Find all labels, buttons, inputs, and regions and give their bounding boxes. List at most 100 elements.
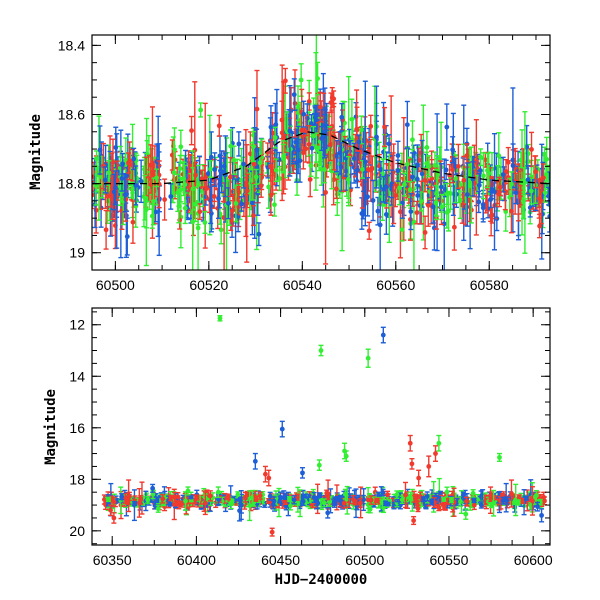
bottom-blue-point bbox=[380, 326, 386, 344]
top-red-point bbox=[317, 91, 323, 123]
top-green-point bbox=[433, 184, 439, 221]
top-blue-point bbox=[404, 100, 410, 149]
top-blue-point bbox=[111, 173, 117, 211]
top-red-point bbox=[258, 173, 264, 198]
top-green-point bbox=[345, 155, 351, 204]
top-red-point bbox=[303, 134, 309, 163]
top-green-point bbox=[508, 171, 514, 197]
top-green-point bbox=[313, 132, 319, 163]
top-green-point bbox=[198, 102, 204, 118]
top-red-point bbox=[451, 203, 457, 251]
top-green-point bbox=[484, 152, 490, 189]
top-green-point bbox=[208, 160, 214, 178]
top-green-point bbox=[150, 177, 156, 226]
top-green-point bbox=[446, 190, 452, 232]
bottom-green-point bbox=[215, 486, 221, 499]
bottom-blue-point bbox=[237, 499, 243, 522]
bottom-red-point bbox=[207, 490, 213, 502]
bottom-green-point bbox=[185, 486, 191, 496]
bottom-red-point bbox=[266, 469, 272, 487]
top-blue-point bbox=[443, 159, 449, 181]
top-red-point bbox=[505, 146, 511, 178]
top-x-tick-label: 60500 bbox=[96, 277, 135, 293]
bottom-red-point bbox=[262, 465, 268, 483]
bottom-x-tick-label: 60500 bbox=[345, 552, 384, 568]
top-green-point bbox=[190, 150, 196, 270]
bottom-red-point bbox=[168, 494, 174, 502]
top-blue-point bbox=[138, 159, 144, 204]
top-blue-point bbox=[408, 192, 414, 231]
top-blue-point bbox=[102, 166, 108, 194]
top-axis-ticks: 60500 60520 60540 60560 60580 18.4 18.6 18.8 19 bbox=[58, 35, 550, 293]
top-blue-point bbox=[119, 165, 125, 192]
bottom-blue-point bbox=[271, 496, 277, 507]
bottom-red-point bbox=[411, 490, 417, 503]
top-green-point bbox=[401, 172, 407, 197]
top-green-point bbox=[480, 152, 486, 200]
top-blue-point bbox=[386, 134, 392, 154]
top-green-point bbox=[308, 154, 314, 177]
top-green-point bbox=[418, 191, 424, 212]
top-red-point bbox=[518, 184, 524, 206]
top-red-point bbox=[488, 195, 494, 237]
bottom-red-point bbox=[407, 434, 413, 452]
top-red-point bbox=[392, 183, 398, 208]
top-y-tick-label: 19 bbox=[69, 245, 85, 261]
bottom-red-point bbox=[111, 512, 117, 524]
top-green-point bbox=[543, 159, 549, 190]
top-blue-point bbox=[297, 138, 303, 183]
top-blue-point bbox=[500, 156, 506, 193]
top-red-point bbox=[331, 90, 337, 108]
top-y-tick-label: 18.4 bbox=[58, 37, 85, 53]
bottom-red-point bbox=[451, 487, 457, 517]
bottom-y-tick-label: 20 bbox=[69, 523, 85, 539]
top-red-point bbox=[382, 106, 388, 148]
top-red-point bbox=[148, 144, 154, 187]
top-green-point bbox=[349, 98, 355, 140]
top-blue-point bbox=[287, 85, 293, 177]
bottom-green-point bbox=[441, 497, 447, 502]
top-red-point bbox=[307, 161, 313, 198]
top-blue-point bbox=[337, 131, 343, 175]
top-green-point bbox=[520, 183, 526, 220]
bottom-blue-point bbox=[429, 498, 435, 505]
bottom-green-point bbox=[399, 495, 405, 505]
top-blue-point bbox=[381, 176, 387, 203]
top-red-point bbox=[197, 203, 203, 221]
top-green-point bbox=[192, 186, 198, 223]
top-red-point bbox=[455, 143, 461, 189]
bottom-blue-point bbox=[380, 488, 386, 497]
bottom-green-point bbox=[463, 508, 469, 520]
top-red-point bbox=[199, 169, 205, 188]
top-blue-point bbox=[444, 103, 450, 151]
top-green-point bbox=[478, 148, 484, 167]
top-green-point bbox=[233, 184, 239, 223]
top-green-point bbox=[202, 211, 208, 234]
top-green-point bbox=[311, 125, 317, 146]
top-red-point bbox=[461, 155, 467, 205]
bottom-blue-point bbox=[383, 500, 389, 507]
bottom-y-tick-label: 12 bbox=[69, 317, 85, 333]
bottom-x-tick-label: 60550 bbox=[430, 552, 469, 568]
bottom-red-point bbox=[402, 481, 408, 509]
bottom-green-point bbox=[496, 452, 502, 462]
top-blue-point bbox=[97, 125, 103, 175]
top-red-point bbox=[114, 160, 120, 201]
top-green-point bbox=[432, 151, 438, 180]
top-green-point bbox=[426, 155, 432, 178]
bottom-data-layer bbox=[101, 315, 548, 537]
bottom-y-tick-label: 14 bbox=[69, 368, 85, 384]
bottom-blue-point bbox=[299, 467, 305, 479]
bottom-green-point bbox=[105, 496, 111, 503]
top-red-point bbox=[162, 178, 168, 221]
top-y-tick-label: 18.6 bbox=[58, 106, 85, 122]
top-green-point bbox=[176, 188, 182, 224]
top-blue-point bbox=[124, 217, 130, 256]
bottom-red-point bbox=[257, 491, 263, 500]
bottom-blue-point bbox=[471, 497, 477, 504]
bottom-x-tick-label: 60600 bbox=[514, 552, 553, 568]
top-green-point bbox=[178, 129, 184, 164]
top-blue-point bbox=[291, 78, 297, 112]
top-x-tick-label: 60540 bbox=[283, 277, 322, 293]
top-red-point bbox=[333, 178, 339, 200]
